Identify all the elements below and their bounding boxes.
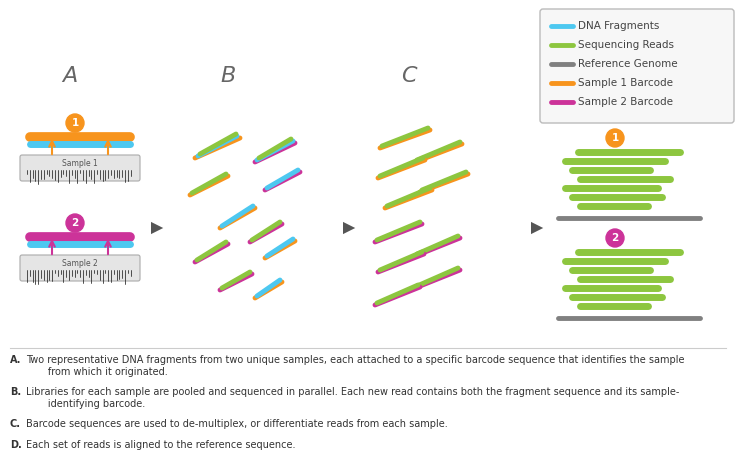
Text: Reference Genome: Reference Genome — [578, 59, 678, 69]
Text: C: C — [400, 66, 417, 86]
Circle shape — [606, 129, 624, 147]
Text: Sample 2 Barcode: Sample 2 Barcode — [578, 97, 673, 107]
Text: C.: C. — [10, 419, 21, 429]
Text: D.: D. — [10, 440, 22, 450]
Circle shape — [66, 114, 84, 132]
Text: A: A — [63, 66, 77, 86]
Text: Sequencing Reads: Sequencing Reads — [578, 40, 674, 50]
Circle shape — [66, 214, 84, 232]
Text: 2: 2 — [612, 233, 619, 243]
Text: Sample 2: Sample 2 — [62, 258, 98, 267]
Text: Sample 1: Sample 1 — [62, 159, 98, 168]
Text: B: B — [221, 66, 236, 86]
Text: B.: B. — [10, 387, 21, 397]
Text: 1: 1 — [71, 118, 79, 128]
Text: D: D — [587, 66, 605, 86]
Text: 2: 2 — [71, 218, 79, 228]
Text: Two representative DNA fragments from two unique samples, each attached to a spe: Two representative DNA fragments from tw… — [26, 355, 684, 377]
Text: A.: A. — [10, 355, 21, 365]
FancyBboxPatch shape — [20, 255, 140, 281]
Circle shape — [606, 229, 624, 247]
Text: Libraries for each sample are pooled and sequenced in parallel. Each new read co: Libraries for each sample are pooled and… — [26, 387, 679, 408]
Text: Sample 1 Barcode: Sample 1 Barcode — [578, 78, 673, 88]
FancyBboxPatch shape — [540, 9, 734, 123]
Text: DNA Fragments: DNA Fragments — [578, 21, 659, 31]
FancyBboxPatch shape — [20, 155, 140, 181]
Text: 1: 1 — [612, 133, 619, 143]
Text: Each set of reads is aligned to the reference sequence.: Each set of reads is aligned to the refe… — [26, 440, 295, 450]
Text: Barcode sequences are used to de-multiplex, or differentiate reads from each sam: Barcode sequences are used to de-multipl… — [26, 419, 447, 429]
